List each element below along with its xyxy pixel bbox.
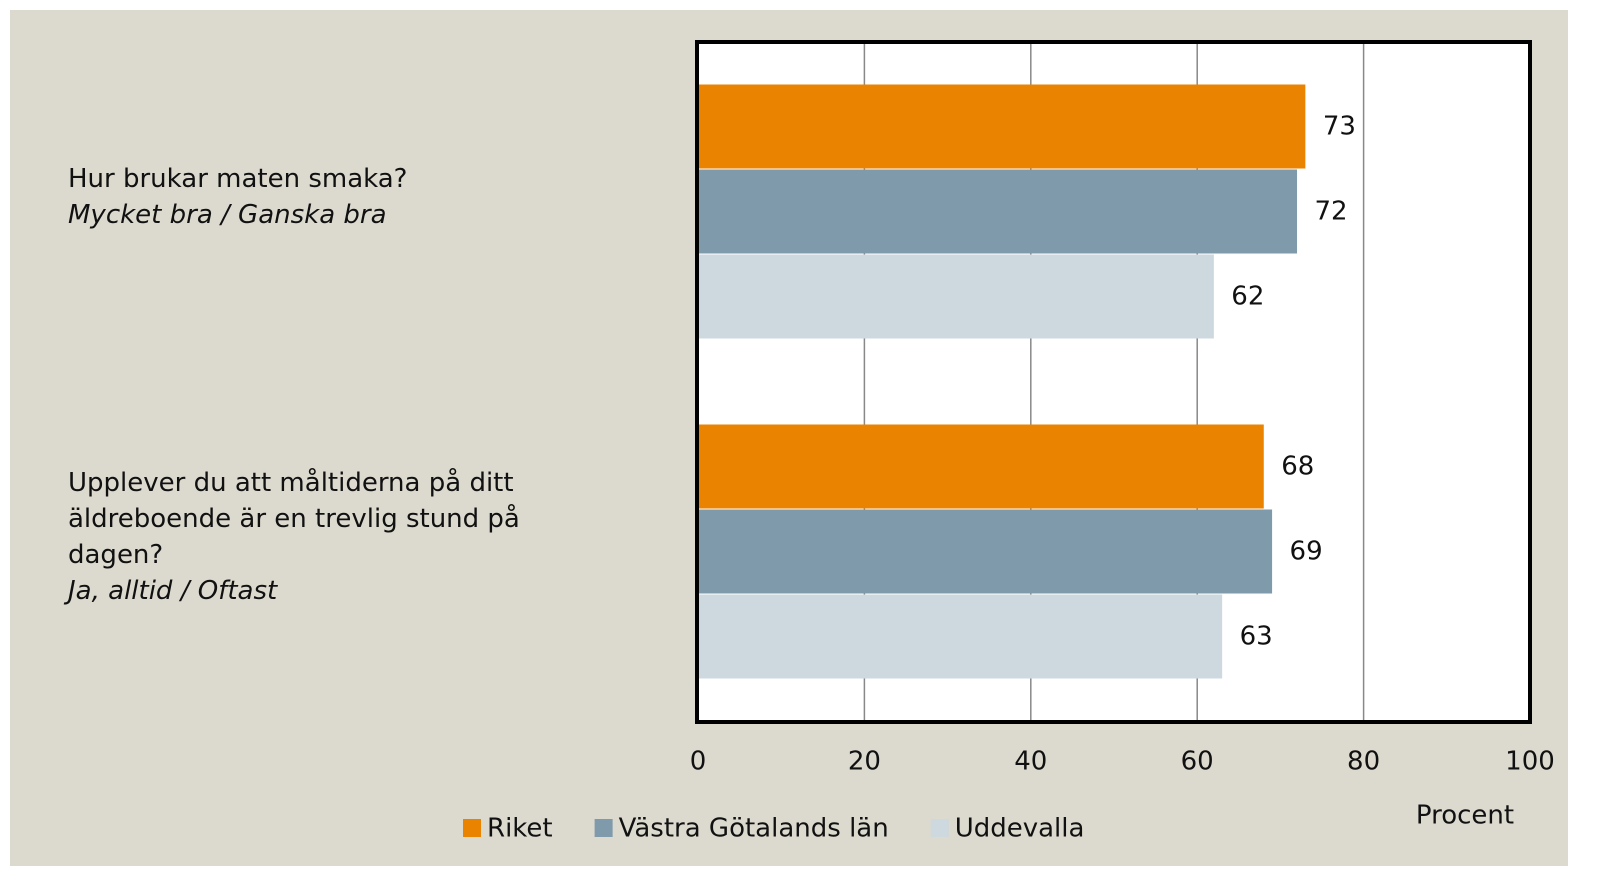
plot-border: [695, 40, 1532, 724]
value-label: 72: [1314, 197, 1347, 227]
category-label: Upplever du att måltiderna på ditt äldre…: [68, 465, 608, 609]
value-label: 68: [1281, 452, 1314, 482]
legend-label: Riket: [487, 814, 553, 844]
category-subtitle: Ja, alltid / Oftast: [68, 576, 278, 606]
x-tick-label: 0: [690, 747, 707, 777]
bar: [698, 169, 1298, 254]
value-label: 63: [1240, 622, 1273, 652]
x-tick-label: 60: [1181, 747, 1214, 777]
x-tick-label: 80: [1347, 747, 1380, 777]
legend-label: Uddevalla: [955, 814, 1085, 844]
bar: [698, 509, 1273, 594]
value-label: 62: [1231, 282, 1264, 312]
value-label: 69: [1290, 537, 1323, 567]
legend-swatch: [463, 819, 481, 837]
x-axis-label: Procent: [1416, 801, 1514, 831]
x-tick-label: 20: [848, 747, 881, 777]
value-label: 73: [1323, 112, 1356, 142]
category-title: Upplever du att måltiderna på ditt äldre…: [68, 468, 520, 570]
category-title: Hur brukar maten smaka?: [68, 164, 408, 194]
x-tick-label: 100: [1505, 747, 1555, 777]
bar: [698, 594, 1223, 679]
bar: [698, 424, 1264, 509]
legend-swatch: [930, 819, 949, 837]
category-subtitle: Mycket bra / Ganska bra: [68, 200, 387, 230]
bar: [698, 84, 1306, 169]
category-label: Hur brukar maten smaka? Mycket bra / Gans…: [68, 161, 608, 233]
x-tick-label: 40: [1014, 747, 1047, 777]
legend-swatch: [594, 819, 613, 837]
legend-label: Västra Götalands län: [619, 814, 889, 844]
bar: [698, 254, 1214, 339]
